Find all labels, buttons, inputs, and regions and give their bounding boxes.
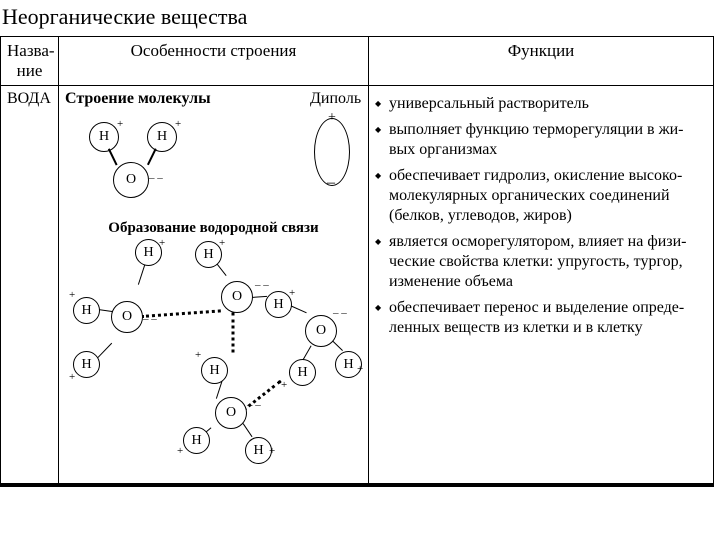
- h2o-molecule-diagram: H+H+O– –: [65, 114, 225, 214]
- atom-H: H: [183, 427, 210, 454]
- atom-O: O: [215, 397, 247, 429]
- charge-label: +: [69, 371, 75, 383]
- atom-H: H: [135, 239, 162, 266]
- functions-cell: универсальный растворитель выполняет функ…: [369, 86, 714, 486]
- atom-H: H: [195, 241, 222, 268]
- main-table: Назва- ние Особенности строения Функции …: [0, 36, 714, 487]
- functions-list: универсальный растворитель выполняет функ…: [375, 94, 707, 338]
- hydrogen-bond: [232, 313, 235, 353]
- dipole-title: Диполь: [310, 90, 362, 108]
- content-row: ВОДА Строение молекулы H+H+O– – Диполь +…: [1, 86, 714, 486]
- atom-H: H: [147, 122, 177, 152]
- charge-label: – –: [149, 172, 163, 184]
- charge-label: +: [175, 118, 181, 130]
- covalent-bond: [290, 305, 307, 314]
- function-item: выполняет функцию терморегуляции в жи- в…: [375, 120, 707, 160]
- charge-label: +: [159, 237, 165, 249]
- dipole-diagram: + –: [310, 112, 356, 192]
- charge-label: +: [177, 445, 183, 457]
- header-name: Назва- ние: [1, 37, 59, 86]
- covalent-bond: [251, 296, 267, 298]
- charge-label: +: [269, 445, 275, 457]
- covalent-bond: [98, 343, 113, 358]
- function-item: обеспечивает перенос и выделение опреде-…: [375, 298, 707, 338]
- atom-O: O: [111, 301, 143, 333]
- substance-name: ВОДА: [1, 86, 59, 486]
- atom-H: H: [265, 291, 292, 318]
- charge-label: +: [289, 287, 295, 299]
- atom-H: H: [73, 297, 100, 324]
- header-row: Назва- ние Особенности строения Функции: [1, 37, 714, 86]
- atom-O: O: [221, 281, 253, 313]
- molecule-structure-title: Строение молекулы: [65, 90, 225, 108]
- covalent-bond: [302, 345, 311, 360]
- function-item: универсальный растворитель: [375, 94, 707, 114]
- charge-label: +: [219, 237, 225, 249]
- atom-H: H: [245, 437, 272, 464]
- bond-line: [108, 148, 117, 165]
- charge-label: – –: [143, 313, 157, 325]
- header-func: Функции: [369, 37, 714, 86]
- covalent-bond: [242, 423, 252, 437]
- charge-label: +: [117, 118, 123, 130]
- charge-label: – –: [247, 399, 261, 411]
- function-item: обеспечивает гидролиз, окисление высоко-…: [375, 166, 707, 226]
- atom-H: H: [73, 351, 100, 378]
- atom-H: H: [201, 357, 228, 384]
- function-item: является осморегулятором, влияет на физи…: [375, 232, 707, 292]
- charge-label: +: [195, 349, 201, 361]
- atom-O: O: [305, 315, 337, 347]
- atom-H: H: [289, 359, 316, 386]
- header-struct: Особенности строения: [59, 37, 369, 86]
- charge-label: +: [357, 363, 363, 375]
- charge-label: – –: [333, 307, 347, 319]
- page-title: Неорганические вещества: [2, 4, 714, 30]
- dipole-minus: –: [327, 174, 335, 192]
- hydrogen-bond-title: Образование водородной связи: [65, 220, 362, 237]
- hydrogen-bond-diagram: H+H+O– –H+H+O– –H+O– –H+H+H+O– –H+H+: [65, 239, 365, 479]
- structure-cell: Строение молекулы H+H+O– – Диполь + – Об…: [59, 86, 369, 486]
- atom-H: H: [89, 122, 119, 152]
- charge-label: +: [281, 379, 287, 391]
- charge-label: – –: [255, 279, 269, 291]
- atom-O: O: [113, 162, 149, 198]
- covalent-bond: [138, 263, 146, 284]
- charge-label: +: [69, 289, 75, 301]
- bond-line: [147, 148, 156, 165]
